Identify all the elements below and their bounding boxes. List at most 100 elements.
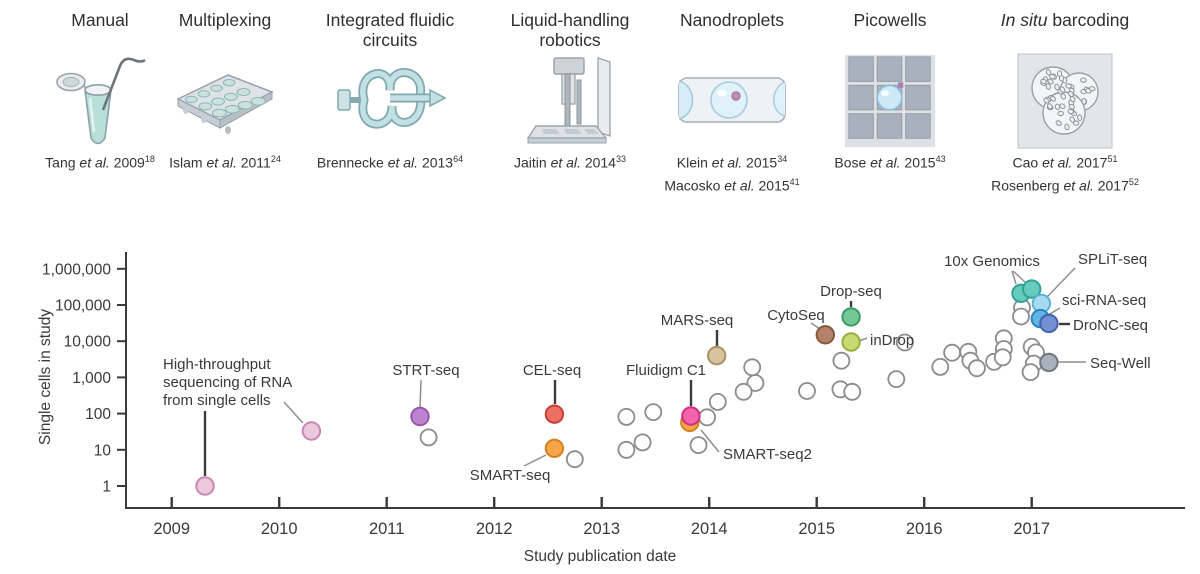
data-point-unlabeled: [689, 436, 708, 455]
data-point-seq-well: [1039, 352, 1059, 373]
insitu-barcoding-icon: [970, 52, 1160, 152]
data-point-unlabeled: [1012, 307, 1030, 326]
annotation-label: inDrop: [870, 332, 914, 349]
x-tick-label: 2011: [369, 520, 404, 538]
y-tick-label: 1: [102, 479, 111, 496]
data-point-unlabeled: [419, 428, 438, 447]
insitu-barcoding-icon: [1017, 53, 1113, 149]
x-tick-label: 2016: [906, 520, 943, 538]
data-point-unlabeled: [617, 407, 636, 426]
tech-panel-nanodroplets: Nanodroplets Klein et al. 201534 Macosko e…: [637, 8, 827, 208]
annotation-label: High-throughput: [163, 356, 271, 373]
tech-title-multiplexing: Multiplexing: [178, 10, 272, 30]
data-point-unlabeled: [832, 351, 851, 370]
tech-title-insitu: In situ barcoding: [1000, 10, 1130, 30]
x-tick-label: 2009: [153, 520, 190, 538]
data-point-smart-seq: [544, 438, 565, 459]
data-point-unlabeled: [698, 408, 716, 427]
data-point-unlabeled: [843, 382, 862, 401]
data-point-unlabeled: [746, 374, 765, 392]
tech-citation-picowells: Bose et al. 201543: [834, 154, 946, 171]
tech-citation-insitu: Cao et al. 201751 Rosenberg et al. 201752: [991, 154, 1139, 194]
annotation-leader-line: [1012, 270, 1026, 283]
data-point-dronc-seq: [1039, 313, 1059, 334]
liquid-robot-icon: [526, 57, 611, 144]
x-tick-label: 2013: [583, 520, 620, 538]
tech-citation-nanodroplets: Klein et al. 201534 Macosko et al. 201541: [664, 154, 800, 194]
annotation-label: Drop-seq: [820, 283, 882, 300]
x-tick-label: 2017: [1013, 520, 1050, 538]
data-point-10x-genomics: [1021, 279, 1042, 299]
picowell-icon: [795, 52, 985, 152]
liquid-robot-icon: [475, 52, 665, 152]
technology-timeline-row: Manual Tang et al. 200918 Multiplexing Isla…: [0, 0, 1200, 214]
tech-panel-insitu: In situ barcoding Cao et al. 201751 Rosenb…: [970, 8, 1160, 208]
tech-citation-robotics: Jaitin et al. 201433: [514, 154, 626, 171]
tech-panel-ifc: Integrated fluidic circuits Brennecke et a…: [295, 8, 485, 208]
data-point-tang-et-al-2009: [195, 476, 215, 496]
annotation-label: SMART-seq: [470, 467, 551, 484]
y-tick-label: 10,000: [64, 334, 112, 351]
tech-panel-picowells: Picowells Bose et al. 201543: [795, 8, 985, 208]
fluidic-circuit-icon: [295, 52, 485, 152]
y-tick-label: 1,000: [72, 370, 111, 387]
annotation-label: from single cells: [163, 392, 271, 409]
data-point-unlabeled: [633, 433, 652, 452]
annotation-label: sequencing of RNA: [163, 374, 292, 391]
tech-citation-manual: Tang et al. 200918: [45, 154, 155, 171]
manual-tube-icon: [5, 52, 195, 152]
annotation-leader-line: [1046, 267, 1076, 298]
cells-vs-year-scatter-chart: 1 10 100 1,000 10,000 100,000 1,000,000 2009 201…: [37, 251, 1185, 565]
annotation-label: Seq-Well: [1090, 355, 1151, 372]
tech-panel-robotics: Liquid-handling robotics Jaitin et al. 201…: [475, 8, 665, 208]
data-point-unlabeled: [644, 403, 663, 422]
manual-tube-icon: [56, 57, 146, 145]
annotation-label: SPLiT-seq: [1078, 251, 1147, 268]
scatter-plot-area: 1 10 100 1,000 10,000 100,000 1,000,000 2009 201…: [0, 214, 1200, 574]
y-tick-label: 100: [85, 406, 111, 423]
y-tick-label: 1,000,000: [42, 261, 111, 278]
tech-title-robotics: Liquid-handling robotics: [510, 10, 630, 50]
annotation-label: DroNC-seq: [1073, 317, 1148, 334]
x-tick-label: 2010: [261, 520, 298, 538]
annotation-leader-line: [283, 401, 304, 424]
annotation-label: SMART-seq2: [723, 446, 812, 463]
annotation-label: MARS-seq: [661, 312, 734, 329]
multiwell-plate-icon: [176, 74, 274, 134]
data-point-strt-seq: [410, 406, 430, 427]
data-point-fluidigm-c1: [681, 406, 701, 426]
tech-title-nanodroplets: Nanodroplets: [679, 10, 785, 30]
tech-panel-multiplexing: Multiplexing Islam et al. 201124: [130, 8, 320, 208]
data-points-layer: [195, 279, 1059, 496]
annotation-leader-line: [419, 379, 422, 408]
data-point-unlabeled: [734, 382, 753, 401]
annotation-leader-line: [523, 454, 547, 467]
data-point-unlabeled: [708, 392, 727, 411]
nanodroplet-icon: [678, 77, 786, 123]
data-point-unlabeled: [895, 333, 914, 352]
x-tick-label: 2012: [476, 520, 513, 538]
data-point-unlabeled: [887, 370, 906, 389]
data-point-indrop: [841, 332, 861, 352]
axes-layer: 1 10 100 1,000 10,000 100,000 1,000,000 2009 201…: [42, 252, 1185, 538]
data-point-cel-seq: [544, 404, 565, 424]
data-point-unlabeled: [1021, 363, 1040, 382]
data-point-unlabeled: [993, 348, 1012, 367]
tech-title-picowells: Picowells: [853, 10, 927, 30]
data-point-unlabeled: [968, 359, 986, 378]
nanodroplet-icon: [637, 52, 827, 152]
x-tick-label: 2014: [691, 520, 728, 538]
annotation-label: CEL-seq: [523, 362, 581, 379]
tech-panel-manual: Manual Tang et al. 200918: [5, 8, 195, 208]
data-point-unlabeled: [798, 382, 816, 400]
multiwell-plate-icon: [130, 52, 320, 152]
data-point-unlabeled: [931, 357, 950, 376]
tech-citation-ifc: Brennecke et al. 201364: [316, 154, 464, 171]
annotation-label: 10x Genomics: [944, 253, 1040, 270]
annotation-label: CytoSeq: [767, 307, 825, 324]
data-point-drop-seq: [841, 307, 861, 327]
data-point-mars-seq: [707, 345, 727, 366]
x-axis-title: Study publication date: [524, 548, 677, 565]
